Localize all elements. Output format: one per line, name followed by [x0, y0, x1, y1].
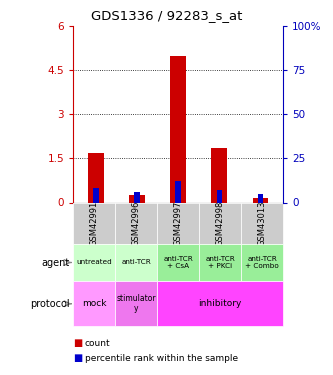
Bar: [134, 192, 140, 202]
Bar: [170, 56, 186, 202]
Bar: [241, 202, 283, 244]
Bar: [175, 182, 181, 203]
Text: anti-TCR: anti-TCR: [121, 260, 151, 266]
Bar: [93, 188, 99, 202]
Bar: [115, 244, 157, 281]
Text: GSM42998: GSM42998: [215, 200, 225, 246]
Bar: [73, 244, 115, 281]
Bar: [211, 148, 227, 202]
Text: percentile rank within the sample: percentile rank within the sample: [85, 354, 238, 363]
Bar: [88, 153, 104, 203]
Text: anti-TCR
+ PKCi: anti-TCR + PKCi: [205, 256, 235, 269]
Text: GDS1336 / 92283_s_at: GDS1336 / 92283_s_at: [91, 9, 242, 22]
Text: anti-TCR
+ Combo: anti-TCR + Combo: [245, 256, 279, 269]
Bar: [253, 198, 268, 202]
Bar: [129, 195, 145, 202]
Text: GSM43013: GSM43013: [257, 200, 267, 246]
Text: mock: mock: [82, 299, 107, 308]
Text: agent: agent: [42, 258, 70, 267]
Bar: [115, 202, 157, 244]
Text: stimulator
y: stimulator y: [117, 294, 156, 314]
Text: inhibitory: inhibitory: [198, 299, 242, 308]
Bar: [199, 244, 241, 281]
Bar: [199, 202, 241, 244]
Bar: [258, 194, 263, 202]
Bar: [157, 281, 283, 326]
Bar: [157, 244, 199, 281]
Text: protocol: protocol: [30, 299, 70, 309]
Bar: [157, 202, 199, 244]
Bar: [217, 190, 222, 202]
Text: untreated: untreated: [76, 260, 112, 266]
Bar: [115, 281, 157, 326]
Bar: [73, 202, 115, 244]
Text: GSM42996: GSM42996: [132, 200, 141, 246]
Text: ■: ■: [73, 338, 83, 348]
Text: GSM42997: GSM42997: [173, 200, 183, 246]
Text: anti-TCR
+ CsA: anti-TCR + CsA: [163, 256, 193, 269]
Bar: [73, 281, 115, 326]
Text: ■: ■: [73, 353, 83, 363]
Text: count: count: [85, 339, 111, 348]
Text: GSM42991: GSM42991: [90, 201, 99, 246]
Bar: [241, 244, 283, 281]
